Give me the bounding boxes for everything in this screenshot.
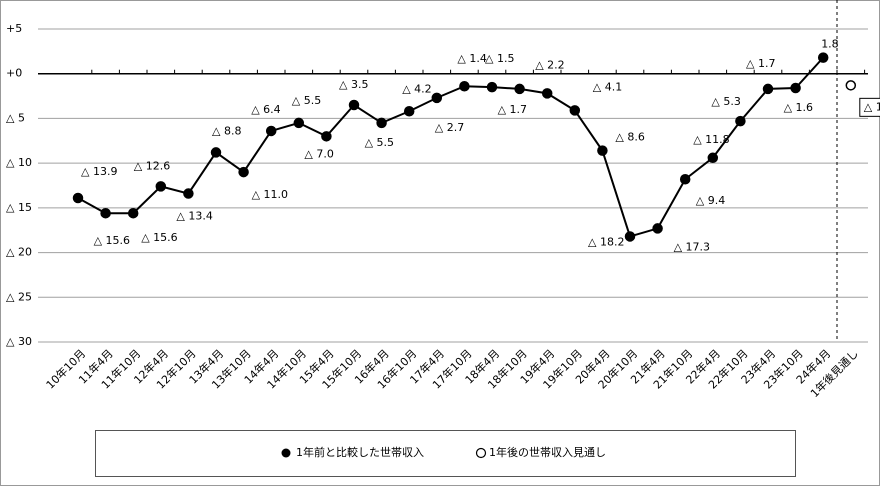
data-point [569,105,581,116]
data-point [735,115,746,127]
data-point [155,181,167,192]
data-point [348,99,360,111]
data-label: △ 11.0 [252,188,288,201]
data-label: △ 15.6 [94,234,130,247]
y-tick-label: △ 20 [6,246,32,259]
data-point [790,82,801,94]
y-tick-label: △ 5 [6,111,25,124]
data-point [210,147,222,158]
legend-marker [475,447,487,459]
data-point [72,192,84,204]
data-label: △ 5.3 [711,95,740,108]
data-point [597,145,608,156]
data-label: △ 15.6 [141,231,177,244]
data-label: △ 1.6 [784,101,813,114]
data-point [293,117,305,129]
data-point [652,223,663,234]
data-label: △ 5.5 [292,94,321,107]
data-point [403,106,415,117]
data-label: △ 13.4 [176,210,212,223]
y-tick-label: △ 15 [6,201,32,214]
y-tick-label: △ 25 [6,290,32,303]
data-label: △ 4.2 [402,82,431,95]
data-point [486,81,498,93]
data-label: △ 17.3 [674,240,710,253]
legend-label: 1年前と比較した世帯収入 [296,445,424,459]
data-point [238,166,249,178]
data-point [541,88,553,99]
data-label: △ 18.2 [588,235,624,248]
data-point [321,131,332,142]
data-point [100,207,111,219]
data-point [459,80,470,92]
data-label: △ 1.5 [485,52,514,65]
data-label: 1.8 [821,38,839,51]
data-label: △ 6.4 [251,103,280,116]
data-point [376,117,387,129]
data-label: △ 8.8 [212,124,241,137]
legend-marker [281,448,291,458]
data-label: △ 13.9 [81,165,117,178]
data-label: △ 11.8 [693,133,729,146]
data-point [679,173,691,185]
data-label: △ 5.5 [365,136,394,149]
data-label: △ 1.3 [864,100,880,113]
data-point [127,207,139,219]
y-tick-label: +0 [6,67,22,80]
data-point [845,80,857,91]
data-point [431,92,443,104]
data-label: △ 1.7 [498,103,527,116]
data-point [762,83,774,95]
data-label: △ 2.7 [435,121,464,134]
series-line [77,56,824,238]
data-point [514,83,525,95]
data-point [183,188,194,199]
legend-label: 1年後の世帯収入見通し [489,445,606,459]
y-tick-label: △ 30 [6,335,32,348]
data-label: △ 4.1 [593,80,622,93]
legend-box [95,430,796,477]
y-tick-label: +5 [6,22,22,35]
data-point [265,125,277,137]
data-label: △ 1.4 [457,52,486,65]
data-point [624,231,636,242]
y-tick-label: △ 10 [6,156,32,169]
data-label: △ 12.6 [134,159,170,172]
data-label: △ 3.5 [339,78,368,91]
data-label: △ 7.0 [304,147,333,160]
data-point [707,152,719,164]
data-point [817,52,829,63]
data-label: △ 1.7 [746,57,775,70]
data-label: △ 9.4 [696,194,725,207]
data-label: △ 8.6 [615,131,644,144]
data-label: △ 2.2 [535,58,564,71]
